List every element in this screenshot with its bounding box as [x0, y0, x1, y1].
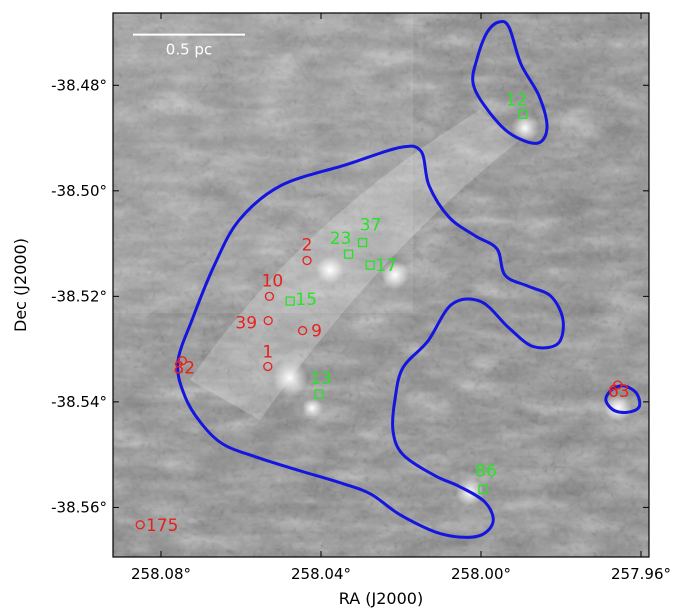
- green-source-label-15: 15: [295, 290, 317, 310]
- contour-east: [604, 384, 642, 415]
- red-source-label-175: 175: [146, 516, 178, 536]
- red-source-label-82: 82: [173, 359, 195, 379]
- green-source-marker-17: [365, 260, 375, 270]
- scale-bar-label: 0.5 pc: [166, 41, 212, 59]
- x-tick-label: 258.08°: [131, 565, 191, 583]
- contour-north: [471, 19, 549, 145]
- plot-frame: [112, 12, 650, 558]
- x-tick-label: 257.96°: [611, 565, 671, 583]
- y-axis-title: Dec (J2000): [11, 238, 30, 332]
- green-source-marker-15: [285, 296, 295, 306]
- red-source-marker-2: [302, 255, 312, 266]
- red-source-marker-63: [613, 380, 623, 390]
- red-source-marker-82: [177, 356, 187, 366]
- green-source-marker-23: [343, 249, 354, 259]
- red-source-label-63: 63: [608, 382, 630, 402]
- y-tick-label: -38.56°: [51, 498, 107, 516]
- source-layer: 2 10 39 9 1 82 63 175 12 23 37 17 15 13 86: [135, 90, 630, 536]
- y-tick-label: -38.52°: [51, 287, 107, 305]
- y-tick-label: -38.50°: [51, 182, 107, 200]
- green-source-marker-12: [517, 109, 528, 119]
- contour-layer: [176, 19, 642, 539]
- green-source-label-37: 37: [360, 216, 382, 236]
- y-tick-label: -38.54°: [51, 393, 107, 411]
- green-source-label-23: 23: [330, 229, 352, 249]
- red-source-label-39: 39: [235, 314, 257, 334]
- green-source-marker-13: [314, 389, 324, 399]
- green-source-label-17: 17: [375, 256, 397, 276]
- green-source-label-13: 13: [310, 369, 332, 389]
- x-axis: 258.08° 258.04° 258.00° 257.96°: [131, 13, 671, 583]
- x-axis-title: RA (J2000): [339, 589, 423, 608]
- green-source-label-12: 12: [506, 90, 528, 110]
- red-source-label-2: 2: [302, 235, 313, 255]
- x-tick-label: 258.04°: [291, 565, 351, 583]
- green-source-marker-37: [357, 237, 368, 248]
- contour-main: [176, 144, 565, 539]
- red-source-marker-10: [264, 291, 275, 301]
- y-tick-label: -38.48°: [51, 76, 107, 94]
- y-axis: -38.48° -38.50° -38.52° -38.54° -38.56°: [51, 76, 649, 516]
- image-panel: 0.5 pc 2 10 39 9 1 82 63 175 12 23 37 17 15 13 86: [113, 13, 649, 557]
- red-source-label-1: 1: [262, 343, 273, 363]
- green-source-marker-86: [478, 484, 488, 495]
- red-source-marker-175: [135, 520, 145, 530]
- red-source-marker-39: [263, 315, 273, 326]
- scale-bar: 0.5 pc: [133, 33, 245, 59]
- green-source-label-86: 86: [475, 461, 497, 481]
- red-source-marker-9: [297, 325, 308, 336]
- x-tick-label: 258.00°: [451, 565, 511, 583]
- red-source-marker-1: [263, 361, 273, 372]
- red-source-label-9: 9: [311, 322, 322, 342]
- red-source-label-10: 10: [262, 271, 284, 291]
